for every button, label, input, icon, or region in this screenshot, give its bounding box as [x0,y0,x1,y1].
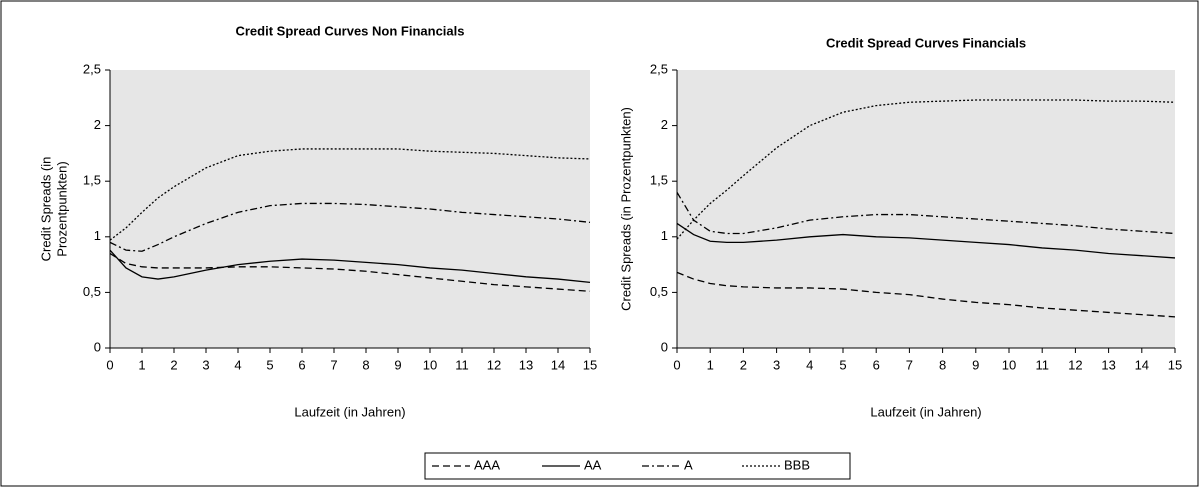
x-tick-label: 2 [740,357,747,372]
x-tick-label: 3 [202,357,209,372]
x-tick-label: 10 [423,357,437,372]
y-tick-label: 1,5 [650,173,668,188]
series-line [676,222,1176,259]
x-tick-label: 4 [234,357,241,372]
x-tick-label: 9 [394,357,401,372]
x-tick-label: 3 [773,357,780,372]
x-tick-label: 11 [455,357,469,372]
x-axis-label: Laufzeit (in Jahren) [294,404,405,419]
x-tick-label: 7 [906,357,913,372]
y-tick-label: 2 [661,117,668,132]
x-tick-label: 5 [266,357,273,372]
x-tick-label: 8 [939,357,946,372]
chart-title: Credit Spread Curves Financials [826,35,1026,50]
series-line [109,202,591,252]
x-tick-label: 8 [362,357,369,372]
y-tick-label: 1 [661,228,668,243]
series-line [109,148,591,241]
plot-area [677,70,1175,348]
series-line [676,99,1176,240]
x-tick-label: 9 [972,357,979,372]
y-tick-label: 0,5 [83,284,101,299]
series-line [109,252,591,292]
legend-label: AA [584,457,602,472]
x-tick-label: 0 [106,357,113,372]
x-tick-label: 15 [583,357,597,372]
x-tick-label: 1 [138,357,145,372]
y-axis-label: Credit Spreads (in Prozentpunkten) [618,107,633,311]
x-tick-label: 13 [519,357,533,372]
x-tick-label: 12 [487,357,501,372]
x-tick-label: 0 [673,357,680,372]
y-axis-label: Prozentpunkten) [54,161,69,256]
x-tick-label: 10 [1002,357,1016,372]
x-tick-label: 2 [170,357,177,372]
legend-label: AAA [474,457,500,472]
y-tick-label: 2 [94,117,101,132]
plot-area [110,70,590,348]
x-tick-label: 1 [707,357,714,372]
x-tick-label: 6 [873,357,880,372]
x-tick-label: 7 [330,357,337,372]
x-tick-label: 13 [1101,357,1115,372]
series-line [676,191,1176,235]
y-tick-label: 2,5 [83,61,101,76]
x-tick-label: 15 [1168,357,1182,372]
y-axis-label: Credit Spreads (in [38,157,53,262]
x-tick-label: 11 [1035,357,1049,372]
x-tick-label: 12 [1068,357,1082,372]
chart-title: Credit Spread Curves Non Financials [235,23,464,38]
legend-label: A [684,457,693,472]
legend-label: BBB [784,457,810,472]
x-tick-label: 6 [298,357,305,372]
series-line [676,271,1176,318]
y-tick-label: 1,5 [83,173,101,188]
series-line [109,249,591,284]
x-tick-label: 4 [806,357,813,372]
y-tick-label: 0 [661,339,668,354]
x-tick-label: 14 [1135,357,1149,372]
y-tick-label: 1 [94,228,101,243]
x-axis-label: Laufzeit (in Jahren) [870,404,981,419]
y-tick-label: 0,5 [650,284,668,299]
y-tick-label: 2,5 [650,61,668,76]
y-tick-label: 0 [94,339,101,354]
x-tick-label: 5 [839,357,846,372]
x-tick-label: 14 [551,357,565,372]
